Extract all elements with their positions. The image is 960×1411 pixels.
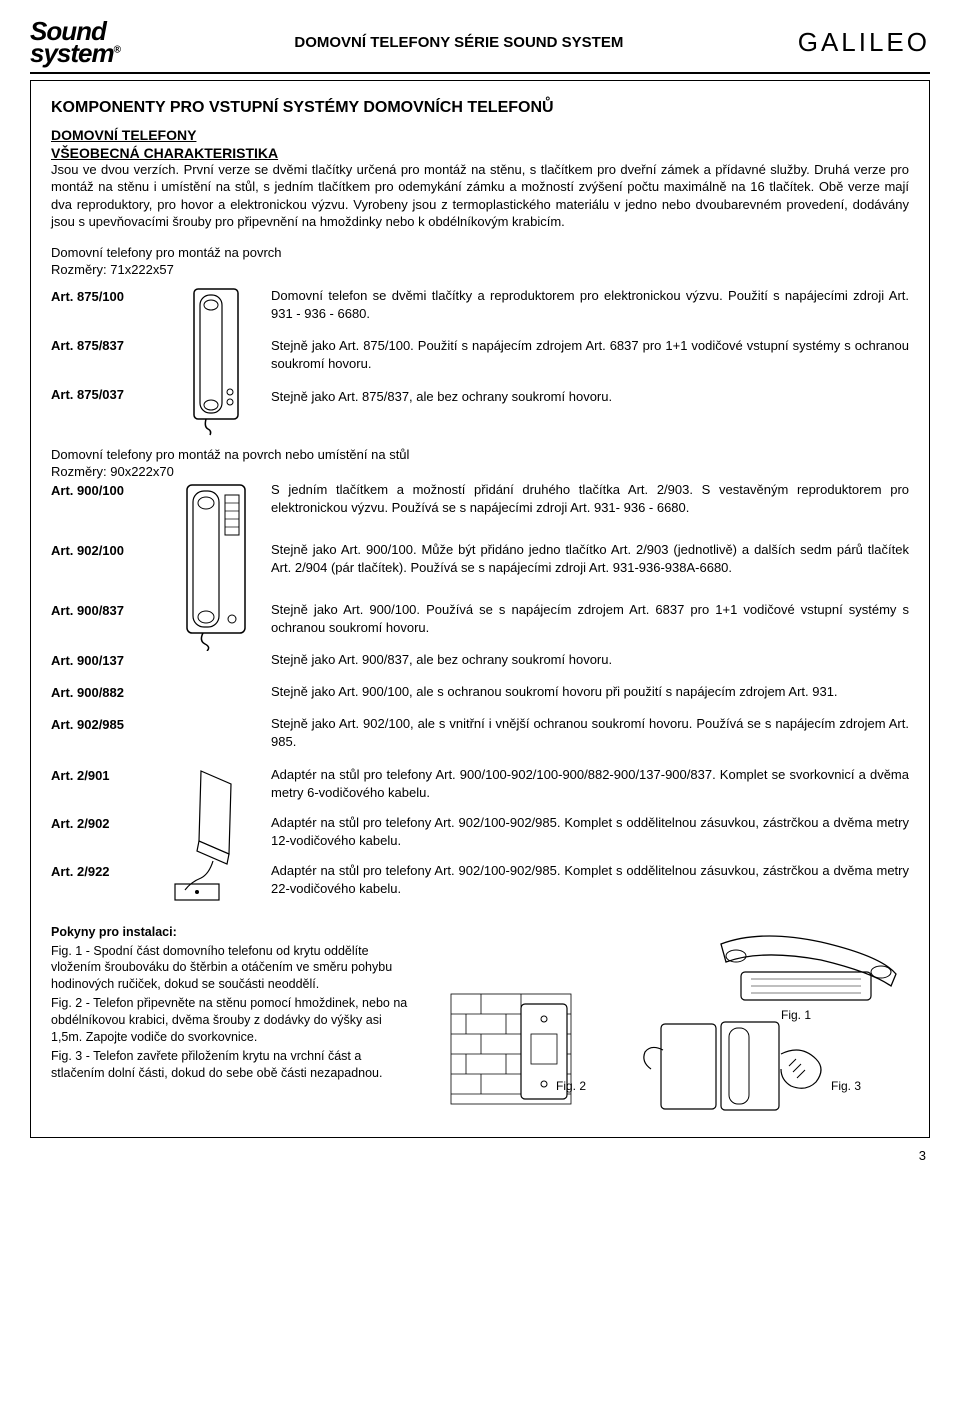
fig2-label-text: Fig. 2	[556, 1079, 586, 1093]
item-description: Stejně jako Art. 900/837, ale bez ochran…	[271, 651, 909, 669]
item-description: Stejně jako Art. 900/100. Může být přidá…	[271, 541, 909, 597]
art-label: Art. 2/922	[51, 862, 161, 879]
item-row: Art. 900/137 Stejně jako Art. 900/837, a…	[51, 651, 909, 669]
group1-desc-column: Domovní telefon se dvěmi tlačítky a repr…	[271, 287, 909, 437]
group2-label: Domovní telefony pro montáž na povrch ne…	[51, 447, 909, 462]
adapter-illustration	[161, 766, 271, 906]
install-section: Pokyny pro instalaci: Fig. 1 - Spodní čá…	[51, 924, 909, 1117]
page-header: Sound system® DOMOVNÍ TELEFONY SÉRIE SOU…	[30, 20, 930, 74]
art-label: Art. 900/837	[51, 601, 161, 647]
main-content-box: KOMPONENTY PRO VSTUPNÍ SYSTÉMY DOMOVNÍCH…	[30, 80, 930, 1137]
art-label: Art. 902/100	[51, 541, 161, 601]
art-label: Art. 2/901	[51, 766, 161, 814]
group2-art-column-a: Art. 900/100 Art. 902/100 Art. 900/837	[51, 481, 161, 651]
art-label: Art. 875/837	[51, 336, 161, 353]
logo-galileo: GALILEO	[798, 27, 930, 58]
group2-desc-column-a: S jedním tlačítkem a možností přidání dr…	[271, 481, 909, 651]
item-row: Art. 902/985 Stejně jako Art. 902/100, a…	[51, 715, 909, 751]
group1-art-column: Art. 875/100 Art. 875/837 Art. 875/037	[51, 287, 161, 437]
art-label: Art. 900/137	[51, 651, 161, 668]
group2-art-column-b: Art. 2/901 Art. 2/902 Art. 2/922	[51, 766, 161, 906]
header-title: DOMOVNÍ TELEFONY SÉRIE SOUND SYSTEM	[120, 34, 798, 51]
art-label: Art. 875/100	[51, 287, 161, 304]
group2-dims: Rozměry: 90x222x70	[51, 464, 909, 479]
phone-illustration-900	[161, 481, 271, 651]
item-description: Stejně jako Art. 900/100. Používá se s n…	[271, 601, 909, 643]
art-label: Art. 900/100	[51, 481, 161, 541]
intro-paragraph: Jsou ve dvou verzích. První verze se dvě…	[51, 161, 909, 231]
item-description: Adaptér na stůl pro telefony Art. 902/10…	[271, 814, 909, 858]
item-row: Art. 900/882 Stejně jako Art. 900/100, a…	[51, 683, 909, 701]
item-description: Stejně jako Art. 900/100, ale s ochranou…	[271, 683, 909, 701]
item-description: S jedním tlačítkem a možností přidání dr…	[271, 481, 909, 537]
art-label: Art. 900/882	[51, 683, 161, 700]
section-heading-1: DOMOVNÍ TELEFONY	[51, 127, 909, 145]
install-heading: Pokyny pro instalaci:	[51, 924, 411, 941]
group2-desc-column-b: Adaptér na stůl pro telefony Art. 900/10…	[271, 766, 909, 906]
item-description: Adaptér na stůl pro telefony Art. 900/10…	[271, 766, 909, 810]
install-fig2-text: Fig. 2 - Telefon připevněte na stěnu pom…	[51, 995, 411, 1046]
install-text: Pokyny pro instalaci: Fig. 1 - Spodní čá…	[51, 924, 411, 1117]
art-label: Art. 875/037	[51, 385, 161, 402]
logo-line2: system®	[30, 42, 120, 64]
item-description: Domovní telefon se dvěmi tlačítky a repr…	[271, 287, 909, 323]
fig3-label-text: Fig. 3	[831, 1079, 861, 1093]
page-number: 3	[30, 1148, 930, 1163]
main-title: KOMPONENTY PRO VSTUPNÍ SYSTÉMY DOMOVNÍCH…	[51, 99, 909, 117]
install-fig3-text: Fig. 3 - Telefon zavřete přiložením kryt…	[51, 1048, 411, 1082]
item-description: Stejně jako Art. 875/100. Použití s napá…	[271, 337, 909, 373]
install-figures: Fig. 1 Fig. 2 Fig. 3	[411, 924, 921, 1117]
item-description: Stejně jako Art. 902/100, ale s vnitřní …	[271, 715, 909, 751]
phone-illustration-875	[161, 287, 271, 437]
item-description: Stejně jako Art. 875/837, ale bez ochran…	[271, 388, 909, 406]
section-heading-2: VŠEOBECNÁ CHARAKTERISTIKA	[51, 145, 909, 161]
group1-dims: Rozměry: 71x222x57	[51, 262, 909, 277]
group1-label: Domovní telefony pro montáž na povrch	[51, 245, 909, 260]
art-label: Art. 2/902	[51, 814, 161, 862]
art-label: Art. 902/985	[51, 715, 161, 732]
logo-sound-system: Sound system®	[30, 20, 120, 64]
fig1-label-text: Fig. 1	[781, 1008, 811, 1022]
install-fig1-text: Fig. 1 - Spodní část domovního telefonu …	[51, 943, 411, 994]
item-description: Adaptér na stůl pro telefony Art. 902/10…	[271, 862, 909, 898]
